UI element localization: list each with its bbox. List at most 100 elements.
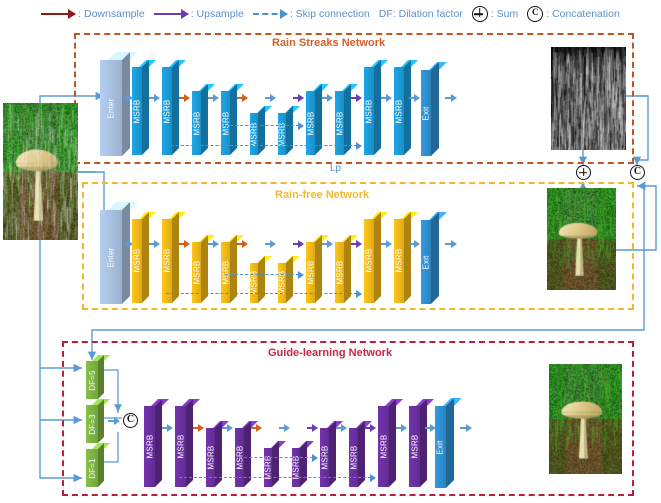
rain-free-msrb-block-1-label: MSRB: [133, 249, 142, 273]
rain-free-msrb-block-9: MSRB: [364, 212, 381, 303]
legend: : Downsample : Upsample : Skip connectio…: [0, 0, 661, 28]
rain-streaks-msrb-block-1: MSRB: [132, 60, 149, 155]
rain-free-msrb-block-1: MSRB: [132, 212, 149, 303]
rain-streaks-exit-block-label: Exit: [422, 106, 431, 120]
rain-free-msrb-block-10-side: [404, 212, 411, 303]
guide-df-block-2-label: DF=3: [88, 414, 97, 435]
rain-free-arrow-msrb-2: [179, 240, 190, 248]
guide-df-block-1-face: DF=5: [86, 361, 98, 399]
rain-free-arrow-msrb-3: [208, 240, 219, 248]
concat-node-right: C: [630, 165, 645, 180]
guide-arrow-msrb-5: [279, 424, 290, 432]
guide-msrb-block-1-face: MSRB: [144, 406, 155, 487]
rain-streaks-exit-block-side: [431, 62, 439, 156]
guide-msrb-block-2-label: MSRB: [176, 435, 185, 459]
rain-free-msrb-block-10-face: MSRB: [394, 219, 404, 303]
rain-free-msrb-block-7-label: MSRB: [306, 260, 315, 284]
rain-free-arrow-msrb-6: [293, 240, 304, 248]
rain-free-msrb-block-8-label: MSRB: [335, 260, 344, 284]
rain-free-enter-block: Enter: [100, 202, 130, 304]
rain-streaks-arrow-msrb-8: [351, 94, 362, 102]
rain-streaks-msrb-block-2-side: [172, 60, 179, 155]
rain-free-exit-block-label: Exit: [422, 255, 431, 269]
guide-msrb-block-10-face: MSRB: [409, 406, 420, 487]
guide-msrb-block-10-label: MSRB: [410, 435, 419, 459]
rain-free-arrow-msrb-8: [351, 240, 362, 248]
rain-free-exit-block-side: [431, 212, 439, 304]
rain-streaks-exit-block: Exit: [421, 62, 439, 156]
loss-label-lp: Lp: [330, 163, 341, 174]
legend-item-sum: : Sum: [472, 6, 518, 22]
rainy-input-image: [3, 103, 78, 240]
legend-label-skip: : Skip connection: [290, 8, 370, 20]
guide-df-block-1-side: [98, 355, 104, 399]
rain-streaks-msrb-block-10-face: MSRB: [394, 67, 404, 155]
architecture-diagram: : Downsample : Upsample : Skip connectio…: [0, 0, 661, 503]
rain-streaks-msrb-block-9: MSRB: [364, 60, 381, 155]
legend-item-skip: : Skip connection: [253, 8, 370, 20]
legend-item-upsample: : Upsample: [154, 8, 244, 20]
rain-free-exit-block: Exit: [421, 212, 439, 304]
guide-exit-block-side: [446, 398, 454, 488]
rain-streaks-arrow-msrb-6: [293, 94, 304, 102]
guide-arrow-msrb-9: [396, 424, 407, 432]
rain-free-enter-block-label: Enter: [107, 247, 116, 267]
guide-arrow-output: [460, 424, 472, 432]
guide-df-block-2: DF=3: [86, 399, 104, 443]
guide-msrb-block-10: MSRB: [409, 399, 427, 487]
rain-free-enter-block-side: [122, 202, 130, 304]
rain-streaks-arrow-msrb-7: [322, 94, 333, 102]
guide-df-block-1: DF=5: [86, 355, 104, 399]
rain-streaks-enter-block-label: Enter: [107, 98, 116, 118]
rain-streaks-msrb-block-10-label: MSRB: [395, 99, 404, 123]
rain-free-msrb-block-1-side: [142, 212, 149, 303]
rain-streaks-msrb-block-1-face: MSRB: [132, 67, 142, 155]
rain-free-exit-block-face: Exit: [421, 220, 431, 304]
guide-df-block-3-face: DF=1: [86, 449, 98, 487]
rain-streaks-enter-block-face: Enter: [100, 60, 122, 156]
guide-df-block-3: DF=1: [86, 443, 104, 487]
rain-free-msrb-block-10-label: MSRB: [395, 249, 404, 273]
guide-df-block-2-face: DF=3: [86, 405, 98, 443]
skip-connection-arrow-icon: [253, 9, 287, 19]
rain-free-output-image: [547, 188, 616, 290]
rain-free-msrb-block-10: MSRB: [394, 212, 411, 303]
legend-label-concatenation: : Concatenation: [546, 8, 620, 20]
rain-free-msrb-block-9-face: MSRB: [364, 219, 374, 303]
rain-free-arrow-msrb-5: [265, 240, 276, 248]
rain-streaks-output-image: [551, 47, 626, 150]
rain-streaks-msrb-block-9-label: MSRB: [365, 99, 374, 123]
rain-streaks-exit-block-face: Exit: [421, 70, 431, 156]
rain-free-network-title: Rain-free Network: [275, 189, 369, 201]
legend-label-sum: : Sum: [491, 8, 518, 20]
rain-streaks-msrb-block-1-side: [142, 60, 149, 155]
rain-streaks-arrow-msrb-9: [381, 94, 392, 102]
guide-msrb-block-9-face: MSRB: [378, 406, 389, 487]
rain-streaks-msrb-block-7-label: MSRB: [306, 111, 315, 135]
rain-free-skip-long: [166, 290, 362, 298]
guide-arrow-msrb-8: [365, 424, 376, 432]
rain-free-msrb-block-9-side: [374, 212, 381, 303]
guide-df-block-3-label: DF=1: [88, 458, 97, 479]
rain-streaks-skip-long: [166, 142, 362, 150]
rain-streaks-msrb-block-9-side: [374, 60, 381, 155]
rain-free-arrow-msrb-7: [322, 240, 333, 248]
rain-streaks-arrow-msrb-1: [149, 94, 160, 102]
guide-skip-short: [239, 454, 318, 462]
guide-exit-block-face: Exit: [435, 406, 446, 488]
rain-free-enter-block-face: Enter: [100, 210, 122, 304]
guide-arrow-msrb-4: [251, 424, 262, 432]
rain-free-arrow-msrb-4: [237, 240, 248, 248]
rain-streaks-arrow-msrb-4: [237, 94, 248, 102]
guide-msrb-block-9-side: [389, 399, 396, 487]
sum-node: [576, 165, 591, 180]
rain-streaks-arrow-msrb-2: [179, 94, 190, 102]
guide-learning-network-title: Guide-learning Network: [268, 347, 392, 359]
rain-free-arrow-exit-in: [409, 240, 420, 248]
guide-exit-block-label: Exit: [436, 440, 445, 454]
guide-df-block-2-side: [98, 399, 104, 443]
rain-streaks-arrow-exit-in: [409, 94, 420, 102]
concat-node-guide: C: [123, 413, 138, 428]
legend-item-concatenation: C : Concatenation: [527, 6, 620, 22]
rain-streaks-arrow-output: [445, 94, 457, 102]
